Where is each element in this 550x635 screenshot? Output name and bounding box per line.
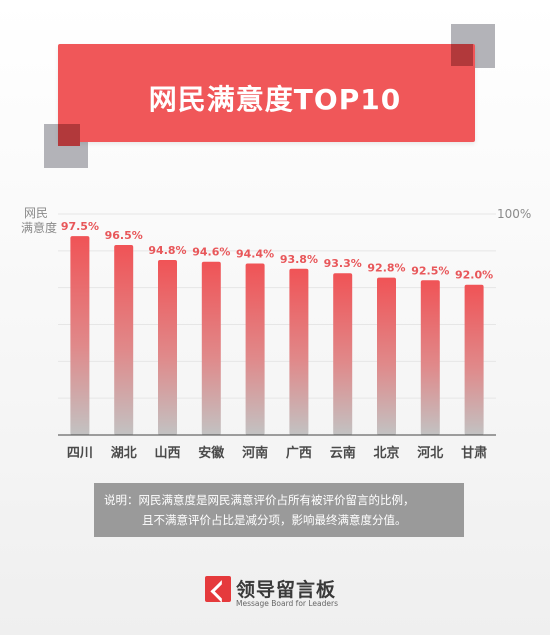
- x-tick-label-9: 河北: [417, 445, 443, 461]
- explanation-note: 说明：网民满意度是网民满意评价占所有被评价留言的比例， 且不满意评价占比是减分项…: [94, 483, 464, 537]
- x-tick-label-6: 广西: [286, 445, 312, 461]
- data-label-8: 92.8%: [367, 262, 405, 275]
- bar-5: [245, 263, 265, 435]
- note-line-1: 说明：网民满意度是网民满意评价占所有被评价留言的比例，: [104, 493, 415, 507]
- data-label-4: 94.6%: [192, 246, 230, 259]
- bars: [70, 236, 484, 435]
- data-label-6: 93.8%: [280, 253, 318, 266]
- bar-chart: 97.5% 96.5% 94.8% 94.6% 94.4% 93.8% 93.3% 92.8%…: [21, 206, 531, 461]
- bar-6: [289, 268, 309, 435]
- x-tick-label-4: 安徽: [198, 445, 225, 461]
- y-axis-label-line1: 网民: [24, 206, 48, 220]
- data-label-2: 96.5%: [105, 229, 143, 242]
- x-tick-label-2: 湖北: [111, 446, 137, 461]
- bar-1: [70, 236, 90, 435]
- bar-7: [333, 273, 353, 435]
- bar-3: [158, 259, 177, 435]
- bar-10: [464, 284, 484, 435]
- x-tick-label-7: 云南: [330, 445, 356, 461]
- data-label-5: 94.4%: [236, 248, 274, 261]
- logo-chinese-name: 领导留言板: [236, 579, 337, 601]
- x-tick-label-10: 甘肃: [461, 445, 487, 461]
- decor-square-dark-left: [58, 124, 80, 146]
- x-tick-label-1: 四川: [67, 446, 93, 461]
- brand-logo: 领导留言板 Message Board for Leaders: [205, 572, 355, 612]
- logo-english-name: Message Board for Leaders: [236, 599, 339, 608]
- bar-8: [377, 277, 396, 435]
- title-banner: [58, 44, 475, 142]
- data-label-10: 92.0%: [455, 269, 493, 282]
- decor-square-dark-right: [451, 44, 473, 66]
- x-tick-label-3: 山西: [154, 445, 180, 461]
- bar-2: [114, 244, 134, 435]
- page-title: 网民满意度TOP10: [148, 83, 402, 116]
- y-max-label: 100%: [497, 207, 531, 221]
- x-tick-label-8: 北京: [373, 445, 399, 461]
- logo-mark-icon: [205, 576, 231, 602]
- data-labels: 97.5% 96.5% 94.8% 94.6% 94.4% 93.8% 93.3% 92.8%…: [61, 220, 493, 282]
- x-tick-label-5: 河南: [242, 445, 268, 461]
- data-label-9: 92.5%: [411, 264, 449, 277]
- data-label-1: 97.5%: [61, 220, 99, 233]
- x-tick-labels: 四川 湖北 山西 安徽 河南 广西 云南 北京 河北 甘肃: [67, 445, 487, 461]
- data-label-7: 93.3%: [324, 257, 362, 270]
- data-label-3: 94.8%: [148, 244, 186, 257]
- y-axis-label-line2: 满意度: [21, 220, 57, 235]
- bar-4: [201, 261, 221, 435]
- note-line-2: 且不满意评价占比是减分项，影响最终满意度分值。: [142, 513, 407, 527]
- bar-9: [420, 280, 440, 435]
